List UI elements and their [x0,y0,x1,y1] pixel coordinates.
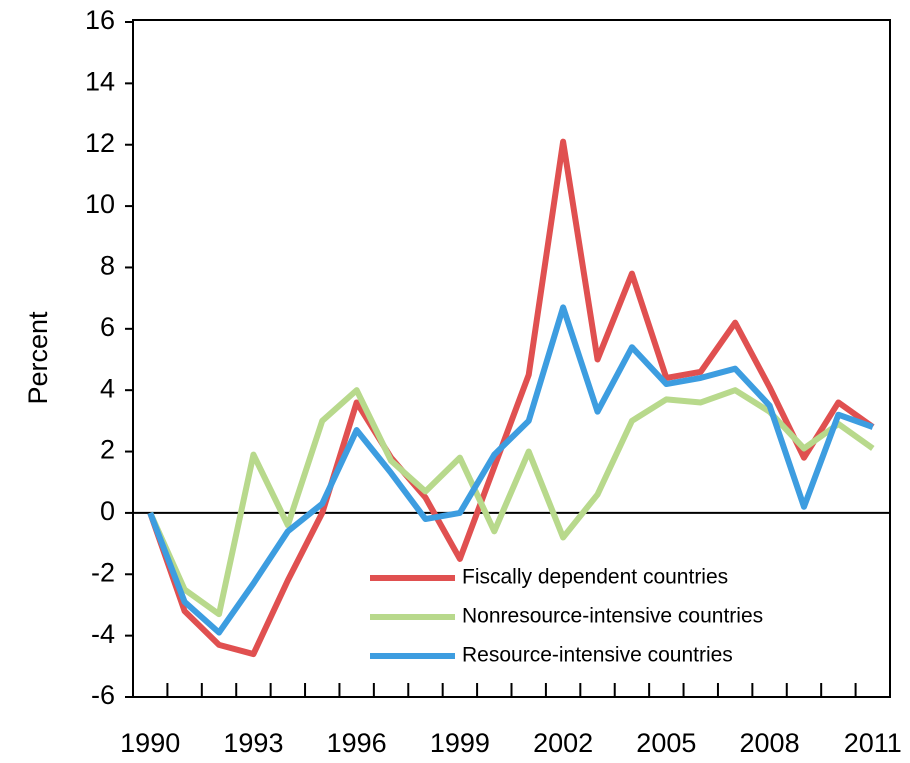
y-tick-label: 8 [100,251,115,281]
series-line [147,304,874,636]
x-tick-label: 2008 [740,728,800,758]
x-tick-label: 1993 [223,728,283,758]
legend-label: Resource-intensive countries [462,644,733,667]
legend-label: Fiscally dependent countries [462,566,728,589]
plot-frame [132,19,891,698]
y-tick-label: -2 [91,557,115,587]
y-tick-label: 14 [85,66,115,96]
y-tick-label: -6 [91,680,115,710]
y-tick-label: 16 [85,5,115,35]
x-tick-label: 1990 [120,728,180,758]
x-tick-label: 2011 [844,728,902,758]
y-tick-label: 2 [100,435,115,465]
y-axis-label: Percent [23,311,53,405]
x-tick-label: 1996 [327,728,387,758]
y-tick-label: 4 [100,373,115,403]
y-tick-label: 0 [100,496,115,526]
x-tick-label: 2005 [636,728,696,758]
y-tick-label: 6 [100,312,115,342]
series-line [147,138,875,658]
y-tick-label: 12 [85,128,115,158]
legend-label: Nonresource-intensive countries [462,605,763,628]
y-tick-label: -4 [91,619,115,649]
y-tick-label: 10 [85,189,115,219]
x-tick-label: 1999 [430,728,490,758]
x-tick-label: 2002 [533,728,593,758]
series-line [147,387,875,618]
